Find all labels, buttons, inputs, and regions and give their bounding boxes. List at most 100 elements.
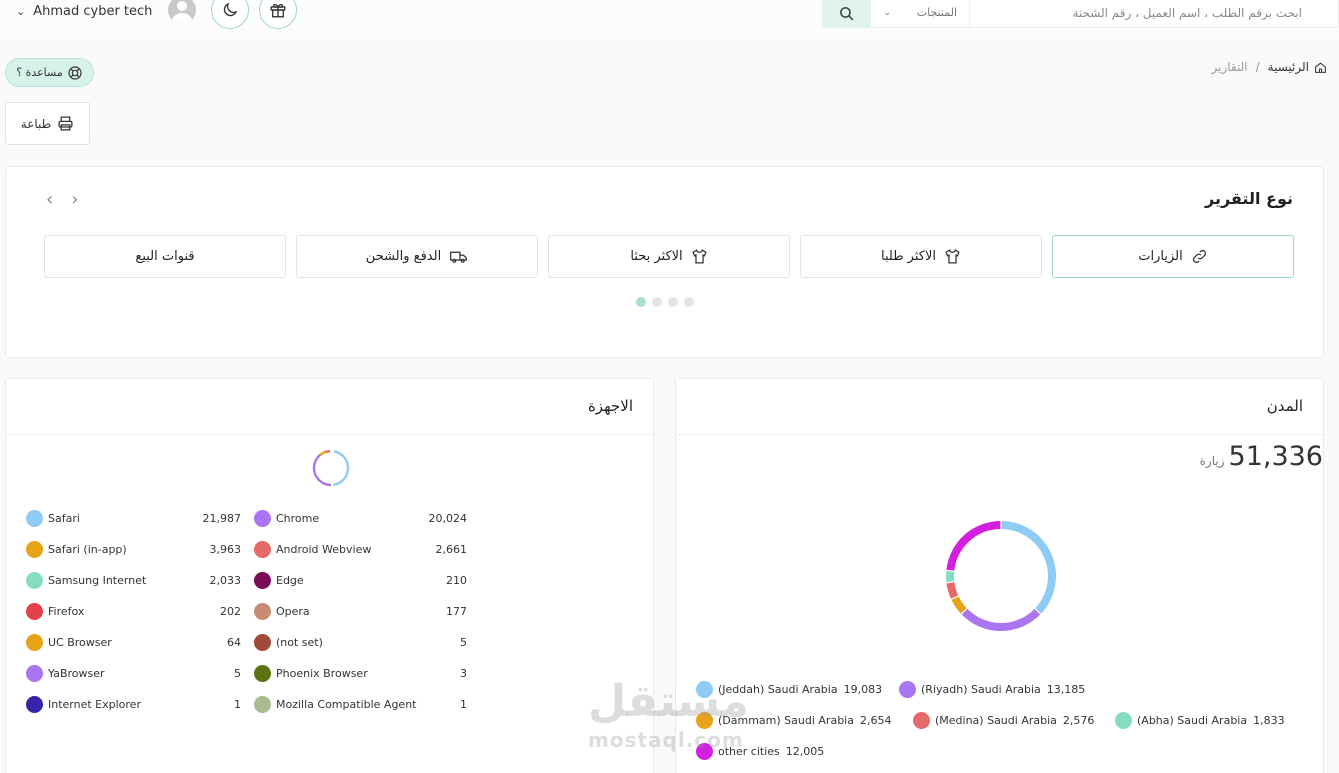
legend-color-dot — [254, 633, 271, 651]
tab-label: الدفع والشحن — [365, 249, 442, 264]
donut-slice-3[interactable] — [946, 582, 959, 599]
device-name: Samsung Internet — [48, 573, 147, 587]
city-name: (Jeddah) Saudi Arabia — [718, 682, 838, 696]
legend-color-dot — [1115, 711, 1132, 729]
device-value: 3 — [460, 666, 467, 680]
gift-button[interactable] — [259, 0, 297, 29]
chevron-right-icon[interactable]: › — [71, 189, 79, 210]
city-legend-item[interactable]: (Abha) Saudi Arabia 1,833 — [1115, 710, 1285, 730]
donut-slice-2[interactable] — [951, 596, 967, 614]
truck-icon — [450, 251, 468, 263]
print-label: طباعة — [20, 116, 52, 131]
city-legend-item[interactable]: (Jeddah) Saudi Arabia 19,083 — [696, 679, 882, 699]
chevron-left-icon[interactable]: ‹ — [46, 189, 54, 210]
tab-label: الاكثر بحثا — [630, 249, 683, 264]
legend-color-dot — [696, 680, 713, 698]
tab-visits[interactable]: الزيارات — [1052, 235, 1294, 278]
products-select[interactable]: ⌄ المنتجات — [871, 0, 969, 28]
total-visits-value: 51,336 — [1228, 441, 1323, 472]
device-legend-item[interactable]: Phoenix Browser 3 — [254, 663, 467, 683]
device-legend-item[interactable]: Samsung Internet 2,033 — [26, 570, 241, 590]
device-name: Internet Explorer — [48, 697, 141, 711]
legend-color-dot — [254, 509, 271, 527]
device-legend-item[interactable]: Edge 210 — [254, 570, 467, 590]
device-legend-item[interactable]: Safari 21,987 — [26, 508, 241, 528]
device-value: 3,963 — [209, 542, 242, 556]
report-type-title: نوع التقرير — [1205, 189, 1293, 208]
search-icon — [840, 6, 854, 20]
device-legend-item[interactable]: Android Webview 2,661 — [254, 539, 467, 559]
search-bar: ⌄ المنتجات — [822, 0, 1339, 28]
legend-color-dot — [254, 540, 271, 558]
tab-most-ordered[interactable]: الاكثر طلبا — [800, 235, 1042, 278]
legend-color-dot — [26, 571, 43, 589]
device-name: Edge — [276, 573, 304, 587]
tab-sales-channels[interactable]: قنوات البيع — [44, 235, 286, 278]
device-name: (not set) — [276, 635, 323, 649]
city-name: (Medina) Saudi Arabia — [935, 713, 1057, 727]
total-visits-unit: زيارة — [1199, 454, 1225, 468]
device-legend-item[interactable]: YaBrowser 5 — [26, 663, 241, 683]
help-button[interactable]: مساعدة ؟ — [5, 58, 94, 87]
device-value: 20,024 — [428, 511, 468, 525]
device-name: Chrome — [276, 511, 320, 525]
city-value: 1,833 — [1253, 713, 1285, 727]
device-value: 2,033 — [209, 573, 242, 587]
link-icon — [1192, 249, 1206, 264]
avatar[interactable] — [168, 0, 196, 24]
cities-donut-chart — [946, 521, 1056, 631]
donut-slice-0[interactable] — [1001, 521, 1056, 614]
search-input[interactable] — [969, 0, 1339, 28]
shirt-icon — [692, 248, 707, 264]
carousel-dot[interactable] — [652, 297, 662, 307]
report-tabs: الزيارات الاكثر طلبا الاكثر بحثا الدفع و… — [44, 235, 1294, 278]
legend-color-dot — [254, 664, 271, 682]
device-legend-item[interactable]: UC Browser 64 — [26, 632, 241, 652]
search-button[interactable] — [822, 0, 871, 28]
dark-mode-button[interactable] — [211, 0, 249, 29]
device-legend-item[interactable]: Mozilla Compatible Agent 1 — [254, 694, 467, 714]
carousel-dot[interactable] — [668, 297, 678, 307]
device-legend-item[interactable]: (not set) 5 — [254, 632, 467, 652]
report-type-card: نوع التقرير ‹ › الزيارات الاكثر طلبا الا… — [5, 166, 1324, 358]
device-legend-item[interactable]: Firefox 202 — [26, 601, 241, 621]
home-icon — [1315, 61, 1326, 73]
device-name: Opera — [276, 604, 310, 618]
legend-color-dot — [254, 602, 271, 620]
device-value: 21,987 — [202, 511, 242, 525]
city-legend-item[interactable]: other cities 12,005 — [696, 741, 824, 761]
legend-color-dot — [26, 540, 43, 558]
device-legend-item[interactable]: Safari (in-app) 3,963 — [26, 539, 241, 559]
gift-icon — [270, 3, 286, 18]
devices-header: الاجهزة — [6, 379, 653, 435]
legend-color-dot — [26, 509, 43, 527]
device-legend-item[interactable]: Chrome 20,024 — [254, 508, 467, 528]
city-legend-item[interactable]: (Riyadh) Saudi Arabia 13,185 — [899, 679, 1085, 699]
user-menu[interactable]: ⌄ Ahmad cyber tech — [16, 0, 152, 22]
legend-color-dot — [254, 571, 271, 589]
device-value: 202 — [220, 604, 241, 618]
carousel-dot[interactable] — [684, 297, 694, 307]
carousel-dots — [636, 297, 694, 307]
city-legend-item[interactable]: (Medina) Saudi Arabia 2,576 — [913, 710, 1094, 730]
tab-most-searched[interactable]: الاكثر بحثا — [548, 235, 790, 278]
breadcrumb-home[interactable]: الرئيسية — [1268, 60, 1327, 74]
device-legend-item[interactable]: Internet Explorer 1 — [26, 694, 241, 714]
device-value: 210 — [446, 573, 467, 587]
legend-color-dot — [26, 695, 43, 713]
tab-label: الزيارات — [1138, 249, 1183, 264]
loading-spinner — [312, 449, 350, 487]
print-button[interactable]: طباعة — [5, 102, 90, 145]
city-legend-item[interactable]: (Dammam) Saudi Arabia 2,654 — [696, 710, 891, 730]
carousel-dot[interactable] — [636, 297, 646, 307]
donut-slice-1[interactable] — [961, 608, 1041, 631]
breadcrumb-separator: / — [1255, 60, 1260, 74]
breadcrumb-home-label: الرئيسية — [1267, 60, 1309, 74]
donut-slice-5[interactable] — [946, 521, 1001, 571]
device-value: 5 — [234, 666, 241, 680]
user-name: Ahmad cyber tech — [33, 3, 153, 19]
city-name: (Dammam) Saudi Arabia — [718, 713, 854, 727]
device-legend-item[interactable]: Opera 177 — [254, 601, 467, 621]
legend-color-dot — [26, 664, 43, 682]
tab-payment-shipping[interactable]: الدفع والشحن — [296, 235, 538, 278]
